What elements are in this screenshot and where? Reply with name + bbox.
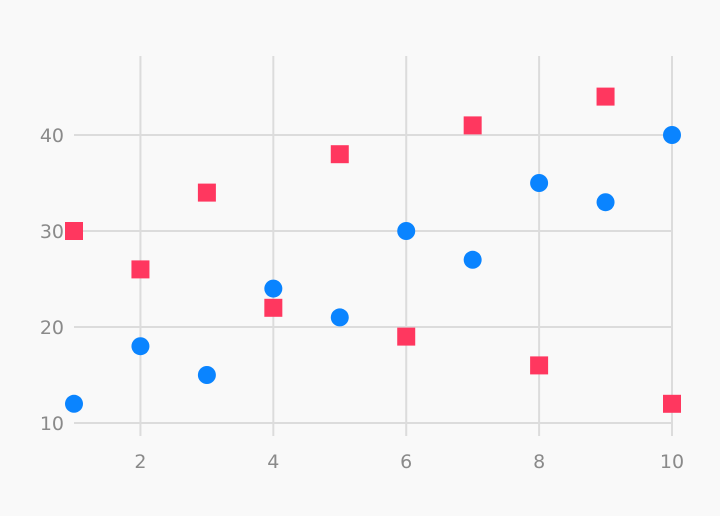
x-tick-label: 4 (267, 451, 279, 473)
data-point-square (264, 298, 283, 317)
grid-layer (74, 56, 673, 436)
x-tick-label: 10 (660, 451, 684, 473)
data-point-circle (596, 193, 615, 212)
data-point-square (131, 260, 150, 279)
data-point-circle (264, 279, 283, 298)
y-axis-ticks: 10 20 30 40 (40, 125, 64, 435)
data-point-square (463, 116, 482, 135)
data-point-square (663, 394, 681, 413)
data-point-square (530, 356, 549, 375)
data-point-circle (397, 222, 416, 240)
y-tick-label: 10 (40, 413, 64, 435)
y-tick-label: 30 (40, 221, 64, 243)
series-circle-markers (65, 126, 681, 413)
x-tick-label: 6 (400, 451, 412, 473)
data-point-circle (197, 366, 216, 384)
series-layer (65, 87, 681, 413)
data-point-square (197, 183, 216, 202)
data-point-circle (330, 308, 349, 327)
data-point-circle (530, 174, 549, 192)
y-tick-label: 20 (40, 317, 64, 339)
y-tick-label: 40 (40, 125, 64, 147)
data-point-circle (663, 126, 681, 144)
data-point-square (330, 145, 349, 164)
data-point-circle (131, 337, 150, 356)
data-point-circle (463, 250, 482, 269)
x-tick-label: 2 (134, 451, 146, 473)
data-point-square (397, 327, 416, 346)
data-point-square (596, 87, 615, 106)
series-square-markers (65, 87, 681, 413)
x-tick-label: 8 (533, 451, 545, 473)
data-point-circle (65, 394, 83, 413)
x-axis-ticks: 2 4 6 8 10 (134, 451, 684, 473)
data-point-square (65, 222, 83, 240)
